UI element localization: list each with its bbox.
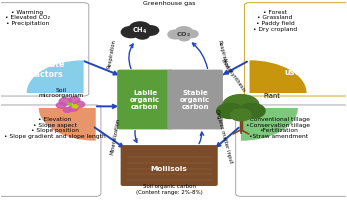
Text: Greenhouse gas: Greenhouse gas (143, 1, 195, 6)
Circle shape (223, 95, 259, 115)
Circle shape (56, 103, 66, 108)
Circle shape (59, 98, 71, 105)
Text: Soil organic carbon
(Content range: 2%-8%): Soil organic carbon (Content range: 2%-8… (136, 184, 203, 195)
Text: Topographic
factors: Topographic factors (16, 157, 72, 176)
FancyBboxPatch shape (0, 3, 89, 96)
Circle shape (185, 30, 198, 38)
Circle shape (68, 103, 71, 105)
FancyBboxPatch shape (244, 3, 347, 96)
Text: • Elevation
• Slope aspect
• Slope position
• Slope gradient and slope length: • Elevation • Slope aspect • Slope posit… (4, 117, 106, 139)
Circle shape (69, 97, 80, 103)
Wedge shape (241, 108, 298, 141)
Wedge shape (27, 60, 84, 93)
FancyBboxPatch shape (236, 105, 347, 196)
Text: Mineralization: Mineralization (110, 117, 121, 155)
Text: Plant: Plant (263, 93, 280, 99)
Wedge shape (249, 60, 306, 93)
Text: Organic matter input: Organic matter input (214, 109, 233, 164)
Text: $\mathbf{CO_2}$: $\mathbf{CO_2}$ (176, 30, 191, 39)
Circle shape (72, 105, 78, 108)
Text: Respiration: Respiration (217, 39, 229, 69)
FancyBboxPatch shape (167, 70, 223, 129)
Circle shape (68, 106, 78, 111)
Circle shape (217, 103, 243, 118)
Circle shape (121, 27, 141, 38)
Circle shape (63, 108, 71, 112)
Text: Soil
microorganism: Soil microorganism (39, 88, 84, 98)
Circle shape (168, 30, 183, 39)
Text: • Forest
• Grassland
• Paddy field
• Dry cropland: • Forest • Grassland • Paddy field • Dry… (253, 10, 297, 32)
Text: Labile
organic
carbon: Labile organic carbon (130, 90, 160, 110)
Text: Stable
organic
carbon: Stable organic carbon (180, 90, 210, 110)
Text: Climate
factors: Climate factors (30, 60, 65, 79)
Circle shape (128, 25, 143, 34)
Text: Respiration: Respiration (107, 39, 117, 69)
Text: $\mathbf{CH_4}$: $\mathbf{CH_4}$ (132, 26, 148, 36)
Circle shape (142, 26, 159, 35)
FancyBboxPatch shape (117, 70, 173, 129)
Circle shape (176, 27, 192, 36)
Text: Land
use: Land use (282, 58, 304, 77)
Circle shape (74, 101, 85, 108)
Text: • Warming
• Elevated CO₂
• Precipitation: • Warming • Elevated CO₂ • Precipitation (5, 10, 50, 26)
Circle shape (239, 103, 265, 118)
Wedge shape (39, 108, 96, 141)
Text: Photosynthesis: Photosynthesis (219, 58, 246, 94)
FancyBboxPatch shape (0, 105, 101, 196)
Circle shape (178, 34, 190, 41)
FancyBboxPatch shape (121, 145, 218, 186)
Text: Mollisols: Mollisols (151, 166, 188, 172)
Text: •Conventional tillage
•Conservation tillage
•Fertilization
•Straw amendment: •Conventional tillage •Conservation till… (246, 117, 310, 139)
Circle shape (230, 109, 251, 121)
Text: Agriculture
management: Agriculture management (263, 157, 322, 176)
Circle shape (130, 22, 150, 34)
Circle shape (135, 31, 149, 39)
